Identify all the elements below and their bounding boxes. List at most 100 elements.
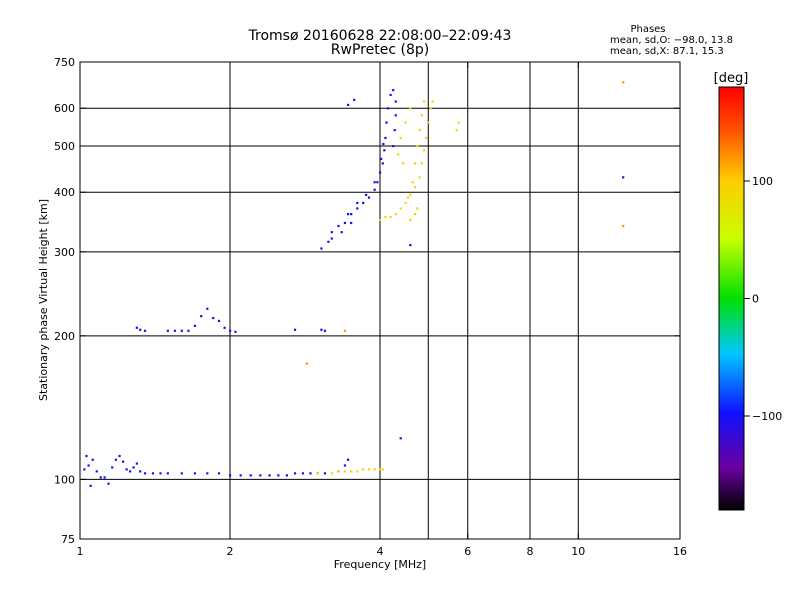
- data-point: [394, 213, 397, 216]
- data-point: [217, 472, 221, 475]
- data-point: [337, 224, 340, 228]
- data-point: [166, 329, 169, 332]
- data-point: [330, 231, 333, 234]
- plot-points: [83, 81, 625, 487]
- data-point: [83, 468, 86, 471]
- data-point: [413, 186, 417, 189]
- data-point: [343, 221, 347, 225]
- data-point: [409, 218, 412, 222]
- data-point: [622, 81, 625, 84]
- x-tick-label: 8: [527, 545, 534, 558]
- data-point: [320, 328, 323, 331]
- data-point: [305, 362, 308, 365]
- data-point: [379, 218, 382, 222]
- data-point: [91, 458, 94, 461]
- data-point: [346, 458, 350, 461]
- data-point: [320, 247, 323, 250]
- data-point: [622, 224, 625, 228]
- data-point: [337, 470, 340, 473]
- colorbar-tick-label: 0: [752, 293, 759, 306]
- x-tick-label: 2: [227, 545, 234, 558]
- data-point: [139, 328, 142, 331]
- data-point: [367, 468, 371, 471]
- data-point: [431, 100, 434, 103]
- data-point: [193, 472, 197, 475]
- y-tick-label: 100: [54, 473, 75, 486]
- data-point: [330, 237, 333, 240]
- x-axis-ticks: 1 2 4 6 8 10 16: [77, 62, 687, 558]
- data-point: [212, 316, 215, 320]
- data-point: [422, 100, 426, 103]
- colorbar-gradient: [718, 86, 745, 511]
- data-point: [327, 240, 330, 243]
- data-point: [376, 181, 379, 184]
- data-point: [180, 472, 183, 475]
- data-point: [394, 100, 397, 103]
- data-point: [418, 176, 421, 179]
- data-point: [379, 468, 382, 471]
- data-point: [166, 472, 169, 475]
- colorbar-tick-label: −100: [752, 410, 782, 423]
- data-point: [206, 472, 209, 475]
- data-point: [229, 329, 232, 332]
- title-group: Tromsø 20160628 22:08:00–22:09:43 RwPret…: [248, 28, 512, 58]
- plot-grid: [80, 62, 680, 539]
- data-point: [143, 472, 147, 475]
- data-point: [309, 472, 312, 475]
- y-tick-label: 300: [54, 246, 75, 259]
- data-point: [217, 319, 221, 323]
- data-point: [413, 213, 417, 216]
- x-tick-label: 4: [377, 545, 384, 558]
- x-tick-label: 16: [673, 545, 687, 558]
- y-tick-label: 400: [54, 186, 75, 199]
- colorbar-label: [deg]: [714, 71, 749, 86]
- y-tick-label: 75: [61, 533, 75, 546]
- data-point: [249, 474, 252, 477]
- data-point: [350, 213, 353, 216]
- x-tick-label: 6: [464, 545, 471, 558]
- y-tick-label: 750: [54, 56, 75, 69]
- data-point: [392, 89, 395, 92]
- data-point: [411, 181, 414, 184]
- data-point: [457, 121, 460, 124]
- data-point: [362, 201, 365, 205]
- data-point: [397, 153, 400, 156]
- data-point: [125, 468, 128, 471]
- data-point: [193, 324, 197, 327]
- data-point: [330, 472, 333, 475]
- data-point: [180, 329, 183, 332]
- data-point: [129, 470, 132, 473]
- data-point: [389, 215, 392, 219]
- data-point: [229, 474, 232, 477]
- data-point: [323, 329, 327, 332]
- data-point: [285, 474, 288, 477]
- data-point: [399, 437, 402, 440]
- data-point: [132, 466, 135, 469]
- data-point: [356, 201, 359, 205]
- data-point: [350, 221, 353, 225]
- data-point: [343, 329, 347, 332]
- data-point: [87, 464, 90, 467]
- data-point: [239, 474, 242, 477]
- data-point: [381, 162, 384, 165]
- data-point: [343, 464, 347, 467]
- x-tick-label: 1: [77, 545, 84, 558]
- data-point: [380, 157, 383, 161]
- data-point: [268, 474, 271, 477]
- colorbar-ticks: 100 0 −100: [744, 175, 782, 423]
- data-point: [429, 107, 432, 110]
- data-point: [367, 196, 371, 199]
- data-point: [399, 207, 402, 210]
- y-tick-label: 600: [54, 102, 75, 115]
- x-tick-label: 10: [571, 545, 585, 558]
- data-point: [103, 476, 106, 479]
- data-point: [99, 476, 102, 479]
- data-point: [392, 144, 395, 148]
- data-point: [379, 171, 382, 174]
- data-point: [386, 107, 390, 110]
- data-point: [293, 472, 297, 475]
- data-point: [385, 121, 388, 124]
- stats-o-mode: mean, sd,O: −98.0, 13.8: [610, 35, 733, 46]
- data-point: [206, 307, 209, 310]
